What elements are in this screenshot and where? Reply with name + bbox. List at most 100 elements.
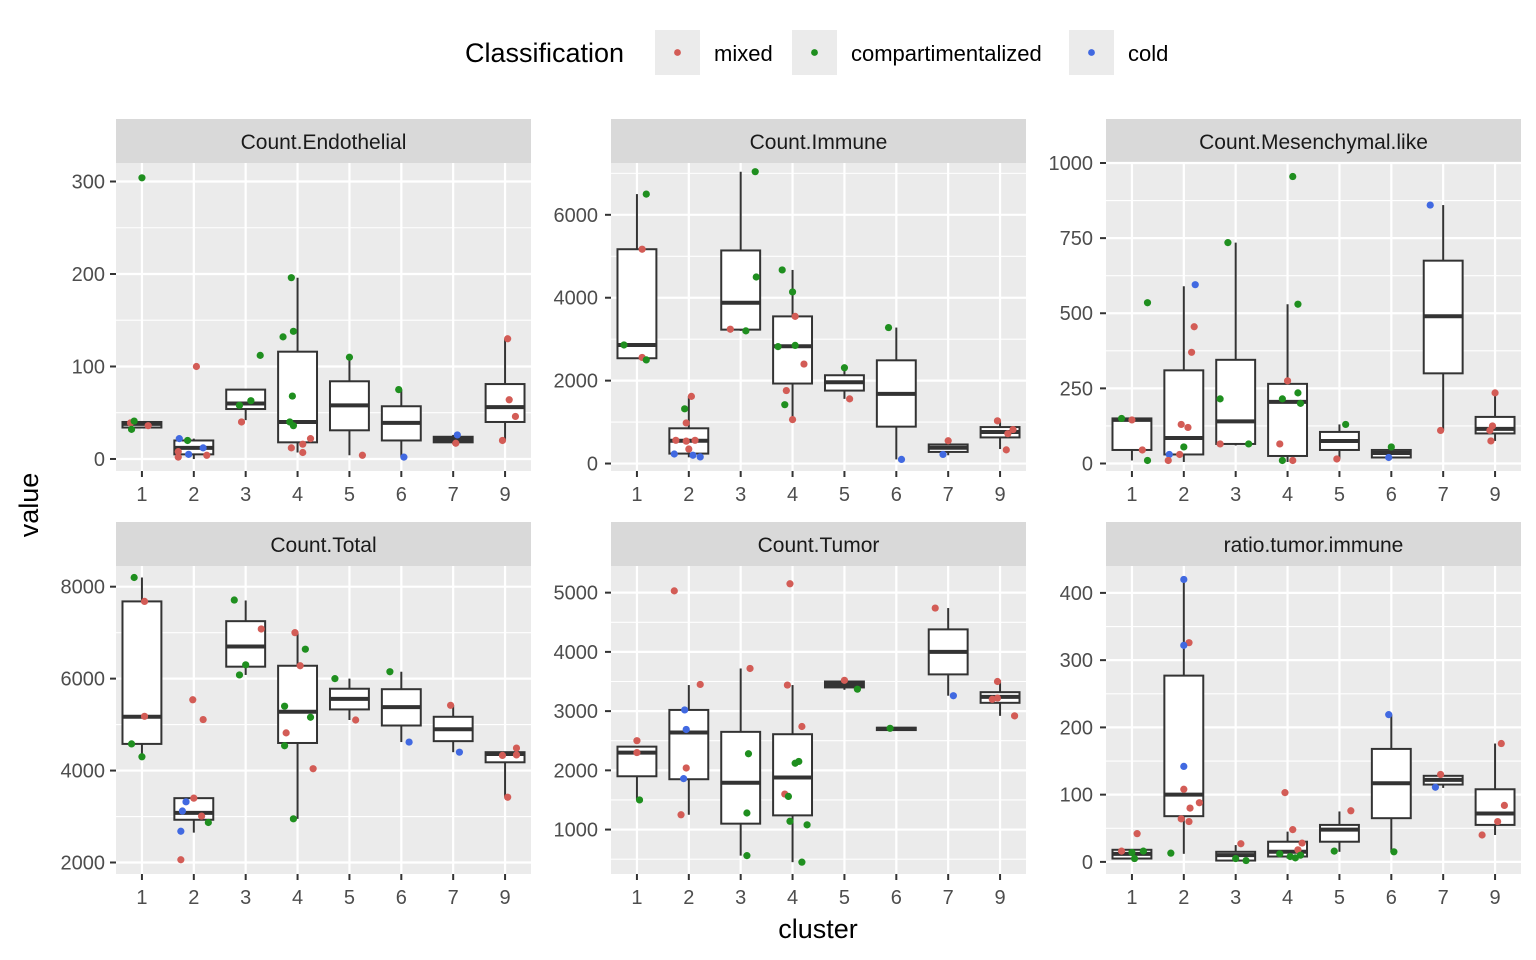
point-mixed (299, 448, 307, 457)
box-cluster-6 (875, 726, 917, 732)
point-compartimentalized (886, 724, 894, 732)
point-cold (1165, 450, 1173, 459)
point-mixed (685, 445, 693, 453)
point-compartimentalized (395, 386, 403, 394)
point-mixed (287, 444, 295, 452)
point-mixed (726, 325, 734, 333)
panel-Count.Tumor: Count.Tumor 1000 2000 3000 4000 5000 1 2 3 4 5 6 7 9 (554, 522, 1026, 909)
point-cold (182, 798, 190, 806)
point-mixed (1289, 456, 1297, 465)
x-tick-label: 5 (839, 484, 850, 506)
point-compartimentalized (301, 645, 309, 653)
x-tick-label: 5 (344, 887, 355, 909)
point-cold (1385, 453, 1393, 462)
x-tick-label: 1 (136, 484, 147, 506)
y-tick-label: 2000 (554, 371, 599, 393)
point-compartimentalized (774, 343, 782, 351)
y-tick-label: 2000 (554, 760, 599, 782)
legend-dot-mixed (674, 49, 681, 56)
point-compartimentalized (1289, 172, 1297, 181)
x-tick-label: 5 (839, 887, 850, 909)
point-mixed (1436, 770, 1445, 779)
point-mixed (452, 439, 460, 447)
point-mixed (1436, 426, 1445, 435)
x-tick-label: 3 (735, 887, 746, 909)
point-mixed (498, 436, 507, 445)
point-mixed (782, 386, 790, 395)
facet-strip (611, 119, 1026, 163)
point-cold (178, 807, 186, 815)
point-mixed (1276, 440, 1284, 448)
x-tick-label: 3 (1230, 887, 1241, 909)
point-mixed (783, 681, 791, 689)
box-cluster-4 (1267, 304, 1309, 462)
point-mixed (1002, 446, 1010, 454)
y-tick-label: 2000 (61, 853, 106, 875)
y-tick-label: 200 (72, 264, 105, 286)
facet-strip (611, 522, 1026, 566)
point-compartimentalized (1139, 847, 1147, 855)
box-cluster-5 (328, 678, 370, 720)
x-tick-label: 6 (396, 887, 407, 909)
facet-strip (1106, 119, 1521, 163)
point-cold (177, 827, 185, 835)
point-cold (1385, 711, 1393, 719)
point-mixed (504, 335, 512, 343)
point-mixed (1281, 789, 1289, 797)
x-tick-label: 2 (1178, 887, 1189, 909)
point-compartimentalized (183, 436, 192, 445)
x-tick-label: 1 (1126, 484, 1137, 506)
x-tick-label: 6 (1386, 484, 1397, 506)
x-tick-label: 2 (188, 887, 199, 909)
x-tick-label: 1 (631, 484, 642, 506)
point-mixed (1494, 817, 1502, 826)
point-mixed (1491, 389, 1499, 397)
point-compartimentalized (803, 821, 811, 829)
point-cold (400, 453, 408, 461)
point-mixed (638, 245, 646, 253)
point-compartimentalized (635, 796, 644, 804)
point-mixed (672, 436, 680, 444)
point-mixed (1497, 739, 1505, 748)
point-cold (1180, 762, 1188, 771)
point-mixed (677, 811, 685, 819)
legend-dot-cold (1088, 49, 1095, 56)
point-compartimentalized (256, 351, 264, 359)
point-mixed (505, 396, 513, 404)
point-mixed (800, 360, 808, 368)
point-compartimentalized (279, 333, 287, 341)
box-iqr (225, 388, 267, 411)
box-cluster-1 (121, 577, 163, 757)
box-cluster-5 (328, 357, 370, 456)
point-mixed (1216, 440, 1224, 448)
point-cold (1431, 783, 1440, 791)
point-mixed (1128, 416, 1136, 424)
x-tick-label: 6 (396, 484, 407, 506)
point-cold (689, 451, 697, 459)
point-mixed (633, 748, 641, 757)
y-tick-label: 3000 (554, 701, 599, 723)
box-cluster-9 (1474, 743, 1516, 835)
point-mixed (1294, 846, 1302, 854)
point-mixed (358, 451, 367, 459)
point-mixed (1195, 799, 1203, 807)
facet-strip (116, 119, 531, 163)
x-tick-label: 6 (891, 484, 902, 506)
point-mixed (687, 392, 696, 400)
point-mixed (197, 812, 206, 820)
x-tick-label: 9 (995, 887, 1006, 909)
point-mixed (696, 680, 704, 689)
point-compartimentalized (781, 401, 789, 409)
point-compartimentalized (235, 401, 244, 409)
point-compartimentalized (681, 405, 689, 413)
point-compartimentalized (743, 852, 751, 860)
x-tick-label: 1 (631, 887, 642, 909)
point-mixed (786, 580, 794, 588)
point-mixed (1190, 323, 1198, 331)
panel-Count.Mesenchymal.like: Count.Mesenchymal.like 0 250 500 750 1000 1 2 3 4… (1049, 119, 1521, 506)
box-cluster-5 (1318, 424, 1360, 459)
point-compartimentalized (1387, 443, 1395, 451)
x-tick-label: 9 (500, 484, 511, 506)
point-mixed (788, 415, 797, 424)
point-compartimentalized (306, 713, 315, 721)
